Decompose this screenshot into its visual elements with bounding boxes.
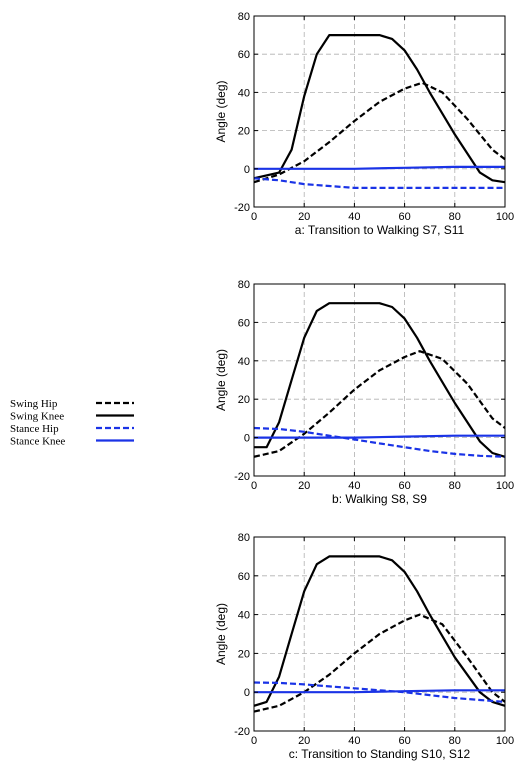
y-tick-label: 0 [244, 164, 250, 176]
y-tick-label: 80 [238, 532, 250, 544]
series-line-stance-hip [253, 177, 505, 189]
y-tick-label: 20 [238, 648, 250, 660]
legend-label-swing-knee: Swing Knee [10, 411, 64, 423]
y-tick-label: 60 [238, 49, 250, 61]
x-tick-label: 100 [496, 211, 514, 223]
series-line-swing-knee [254, 302, 506, 458]
x-tick-label: 60 [398, 480, 410, 492]
series-line-swing-knee [253, 33, 506, 184]
plot-frame [253, 536, 506, 732]
series-line-swing-hip [253, 81, 506, 184]
x-tick-label: 80 [449, 211, 461, 223]
series-line-stance-knee [254, 434, 505, 439]
series-line-swing-hip [253, 350, 506, 458]
x-tick-label: 20 [298, 211, 310, 223]
y-tick-label: 40 [238, 87, 250, 99]
x-axis-label: c: Transition to Standing S10, S12 [289, 747, 471, 761]
x-tick-label: 100 [496, 480, 514, 492]
y-tick-label: 60 [238, 317, 250, 329]
x-tick-label: 40 [348, 735, 360, 747]
y-tick-label: 0 [244, 433, 250, 445]
legend-label-stance-knee: Stance Knee [10, 436, 65, 448]
y-tick-label: 80 [238, 279, 250, 291]
y-tick-label: 40 [238, 356, 250, 368]
x-axis-label: b: Walking S8, S9 [332, 492, 427, 506]
y-tick-label: -20 [234, 202, 250, 214]
series-line-swing-hip [253, 613, 506, 713]
y-tick-label: 20 [238, 126, 250, 138]
x-tick-label: 0 [251, 211, 257, 223]
x-tick-label: 60 [398, 211, 410, 223]
y-tick-label: 80 [238, 11, 250, 23]
series-line-stance-hip [253, 681, 506, 703]
plot-frame [253, 283, 506, 477]
series-line-stance-knee [254, 165, 505, 170]
x-tick-label: 40 [348, 480, 360, 492]
x-axis-label: a: Transition to Walking S7, S11 [295, 223, 465, 237]
series-line-swing-knee [253, 555, 506, 707]
x-tick-label: 0 [251, 480, 257, 492]
y-axis-label: Angle (deg) [214, 349, 228, 411]
y-axis-label: Angle (deg) [214, 80, 228, 142]
x-tick-label: 60 [398, 735, 410, 747]
plot-frame [253, 15, 506, 208]
y-tick-label: -20 [234, 726, 250, 738]
y-axis-label: Angle (deg) [214, 603, 228, 665]
x-tick-label: 80 [449, 735, 461, 747]
y-tick-label: 20 [238, 394, 250, 406]
y-tick-label: 40 [238, 610, 250, 622]
x-tick-label: 0 [251, 735, 257, 747]
y-tick-label: 60 [238, 571, 250, 583]
y-tick-label: 0 [244, 687, 250, 699]
series-line-stance-hip [253, 426, 506, 458]
series-line-stance-knee [254, 689, 505, 694]
legend-label-stance-hip: Stance Hip [10, 423, 59, 435]
y-tick-label: -20 [234, 471, 250, 483]
x-tick-label: 20 [298, 480, 310, 492]
x-tick-label: 40 [348, 211, 360, 223]
legend-label-swing-hip: Swing Hip [10, 398, 58, 410]
x-tick-label: 80 [449, 480, 461, 492]
x-tick-label: 20 [298, 735, 310, 747]
x-tick-label: 100 [496, 735, 514, 747]
